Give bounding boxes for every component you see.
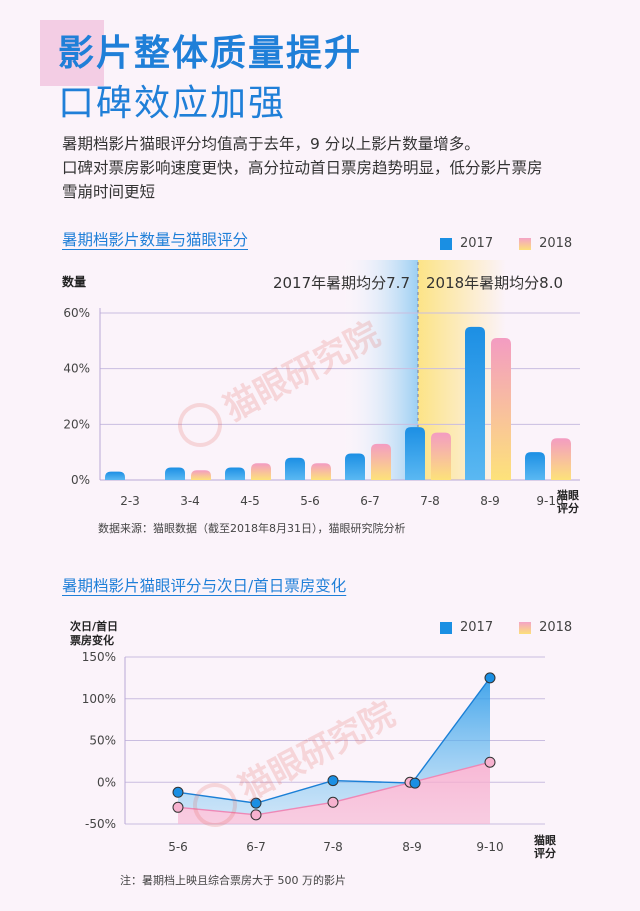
y-tick-label: 100%	[82, 692, 116, 706]
chart1-legend: 2017 2018	[440, 236, 572, 251]
chart2-title: 暑期档影片猫眼评分与次日/首日票房变化	[62, 577, 347, 595]
bar-2017	[165, 467, 185, 480]
legend-item-2017: 2017	[440, 236, 493, 251]
legend-label: 2017	[460, 236, 494, 251]
x-tick-label: 5-6	[168, 840, 188, 854]
bar-2017	[465, 326, 485, 480]
legend-item-2017: 2017	[440, 620, 493, 635]
intro-line-1: 暑期档影片猫眼评分均值高于去年，9 分以上影片数量增多。	[62, 135, 480, 153]
legend-label: 2017	[460, 620, 494, 635]
y-tick-label: -50%	[85, 817, 116, 831]
x-tick-label: 6-7	[360, 494, 380, 508]
x-tick-label: 3-4	[180, 494, 200, 508]
point-2018	[484, 756, 496, 768]
point-2017	[409, 777, 421, 789]
x-tick-label: 7-8	[420, 494, 440, 508]
bar-2018	[191, 470, 211, 480]
y-tick-label: 0%	[71, 473, 90, 487]
bar-2017	[405, 427, 425, 480]
point-2017	[172, 786, 184, 798]
bar-2018	[311, 463, 331, 480]
bar-2017	[345, 453, 365, 480]
x-axis-label: 评分	[557, 501, 579, 515]
y-tick-label: 150%	[82, 650, 116, 664]
y-axis-label: 数量	[62, 274, 86, 289]
x-axis-label: 猫眼	[534, 833, 556, 847]
x-tick-label: 9-10	[476, 840, 503, 854]
x-axis-label: 猫眼	[557, 488, 579, 502]
x-axis-label: 评分	[534, 846, 556, 860]
x-tick-label: 2-3	[120, 494, 140, 508]
y-tick-label: 50%	[89, 734, 116, 748]
x-tick-label: 4-5	[240, 494, 260, 508]
y-axis-label: 票房变化	[70, 633, 114, 647]
avg-2018-annotation: 2018年暑期均分8.0	[426, 274, 563, 292]
bar-2017	[285, 457, 305, 480]
y-tick-label: 60%	[63, 306, 90, 320]
chart1-source: 数据来源：猫眼数据（截至2018年8月31日），猫眼研究院分析	[98, 522, 406, 535]
point-2017	[250, 797, 262, 809]
point-2018	[327, 796, 339, 808]
x-tick-label: 7-8	[323, 840, 343, 854]
legend-item-2018: 2018	[519, 620, 572, 635]
y-tick-label: 40%	[63, 362, 90, 376]
watermark-logo-icon	[193, 783, 237, 827]
legend-swatch-2018	[519, 237, 532, 250]
legend-swatch-2017	[440, 237, 452, 250]
avg-2017-annotation: 2017年暑期均分7.7	[273, 274, 410, 292]
x-tick-label: 8-9	[402, 840, 422, 854]
bar-2017	[105, 471, 125, 480]
legend-swatch-2017	[440, 621, 452, 634]
page-subtitle: 口碑效应加强	[58, 83, 287, 124]
point-2017	[484, 672, 496, 684]
page-title: 影片整体质量提升	[58, 33, 363, 74]
bar-2017	[225, 467, 245, 480]
x-tick-label: 8-9	[480, 494, 500, 508]
y-tick-label: 0%	[97, 775, 116, 789]
watermark-logo-icon	[178, 403, 222, 447]
point-2017	[327, 775, 339, 787]
intro-line-2: 口碑对票房影响速度更快，高分拉动首日票房趋势明显，低分影片票房	[62, 159, 543, 177]
bar-2018	[251, 463, 271, 480]
x-tick-label: 6-7	[246, 840, 266, 854]
intro-line-3: 雪崩时间更短	[62, 183, 156, 201]
legend-item-2018: 2018	[519, 236, 572, 251]
legend-label: 2018	[539, 620, 573, 635]
x-tick-label: 9-10	[536, 494, 563, 508]
x-tick-label: 5-6	[300, 494, 320, 508]
bar-2018	[431, 432, 451, 480]
intro-text: 暑期档影片猫眼评分均值高于去年，9 分以上影片数量增多。 口碑对票房影响速度更快…	[62, 132, 602, 204]
bar-2018	[371, 443, 391, 480]
bar-2018	[551, 438, 571, 480]
point-2018	[172, 801, 184, 813]
chart2-note: 注：暑期档上映且综合票房大于 500 万的影片	[120, 874, 346, 887]
bar-2018	[491, 338, 511, 480]
y-axis-label: 次日/首日	[70, 619, 118, 633]
title-decoration	[40, 20, 104, 86]
legend-swatch-2018	[519, 621, 532, 634]
legend-label: 2018	[539, 236, 573, 251]
chart2-legend: 2017 2018	[440, 620, 572, 635]
point-2018	[250, 809, 262, 821]
chart1-title: 暑期档影片数量与猫眼评分	[62, 231, 249, 249]
area-2017	[178, 677, 490, 815]
bar-2017	[525, 452, 545, 480]
y-tick-label: 20%	[63, 417, 90, 431]
area-2018	[178, 762, 490, 824]
